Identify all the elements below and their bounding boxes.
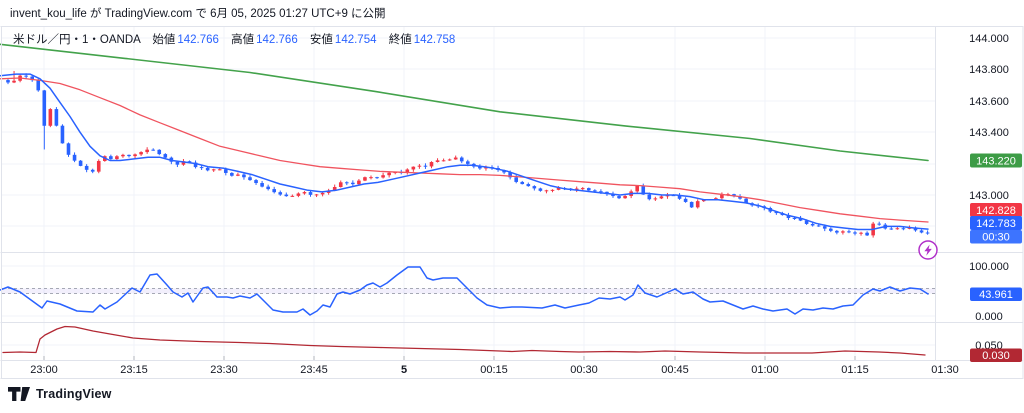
svg-text:143.220: 143.220 xyxy=(976,155,1016,167)
svg-text:144.000: 144.000 xyxy=(969,33,1009,45)
high-label: 高値 xyxy=(231,34,255,46)
close-label: 終値 xyxy=(388,34,412,46)
open-label: 始値 xyxy=(152,34,176,46)
symbol-legend: 米ドル／円・1・OANDA 始値 142.766 高値 142.766 安値 142.… xyxy=(13,31,455,47)
svg-text:01:00: 01:00 xyxy=(751,364,779,376)
grid-layer xyxy=(2,27,935,360)
close-value: 142.758 xyxy=(413,34,456,46)
svg-text:23:30: 23:30 xyxy=(210,364,238,376)
svg-text:143.600: 143.600 xyxy=(969,96,1009,108)
attribution-line: invent_kou_life が TradingView.com で 6月 0… xyxy=(10,8,386,20)
ma-fast-line[interactable] xyxy=(0,73,929,231)
svg-text:00:15: 00:15 xyxy=(480,364,508,376)
time-axis[interactable]: 23:00 23:15 23:30 23:45 5 00:15 00:30 00:45 01:0… xyxy=(30,356,959,376)
svg-text:00:30: 00:30 xyxy=(982,232,1010,244)
low-label: 安値 xyxy=(309,34,333,46)
svg-text:23:45: 23:45 xyxy=(300,364,328,376)
svg-text:5: 5 xyxy=(401,364,407,376)
svg-text:00:30: 00:30 xyxy=(570,364,598,376)
open-value: 142.766 xyxy=(177,34,219,46)
price-axis[interactable]: 144.000 143.800 143.600 143.400 143.000 100.0… xyxy=(969,33,1009,352)
ma-long-line[interactable] xyxy=(0,43,929,162)
ma-slow-line[interactable] xyxy=(0,77,929,223)
svg-text:0.030: 0.030 xyxy=(982,350,1010,362)
symbol-title[interactable]: 米ドル／円・1・OANDA xyxy=(13,34,141,46)
svg-text:143.400: 143.400 xyxy=(969,127,1009,139)
svg-text:23:15: 23:15 xyxy=(120,364,148,376)
oscillator-line[interactable] xyxy=(0,266,929,316)
tradingview-logo[interactable]: TradingView xyxy=(8,387,112,401)
candlestick-series[interactable] xyxy=(6,70,930,238)
pane-separators xyxy=(0,26,1024,379)
oscillator-band xyxy=(2,288,935,294)
svg-text:00:45: 00:45 xyxy=(661,364,689,376)
svg-text:143.800: 143.800 xyxy=(969,64,1009,76)
volatility-line[interactable] xyxy=(2,325,926,356)
quick-trade-button[interactable] xyxy=(918,240,938,260)
svg-text:100.000: 100.000 xyxy=(969,261,1009,273)
lightning-icon xyxy=(924,244,932,256)
tradingview-logo-icon xyxy=(8,387,30,401)
svg-text:43.961: 43.961 xyxy=(979,289,1013,301)
tradingview-logo-text: TradingView xyxy=(36,387,112,401)
svg-text:142.783: 142.783 xyxy=(976,218,1016,230)
svg-text:01:30: 01:30 xyxy=(931,364,959,376)
svg-text:143.000: 143.000 xyxy=(969,190,1009,202)
low-value: 142.754 xyxy=(334,34,377,46)
svg-text:142.828: 142.828 xyxy=(976,205,1016,217)
svg-text:23:00: 23:00 xyxy=(30,364,58,376)
svg-text:01:15: 01:15 xyxy=(841,364,869,376)
svg-text:0.000: 0.000 xyxy=(975,311,1003,323)
high-value: 142.766 xyxy=(256,34,298,46)
